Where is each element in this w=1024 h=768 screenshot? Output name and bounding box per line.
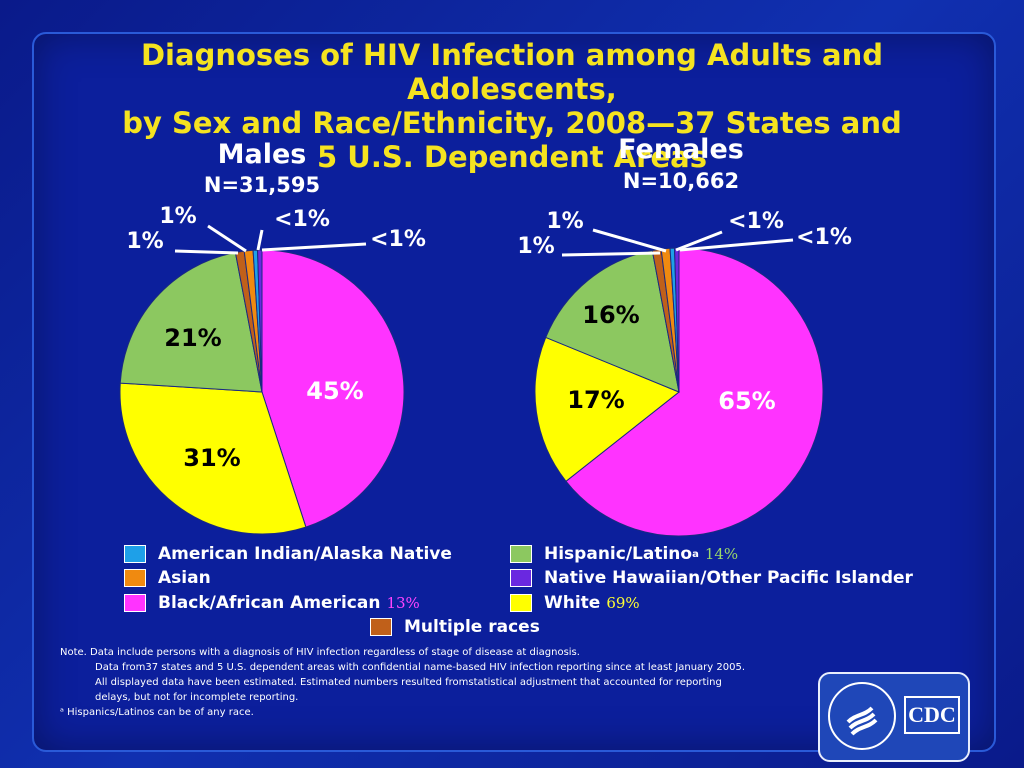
data-label: <1%	[274, 207, 330, 232]
pie-title: Males	[218, 139, 307, 170]
legend-item-american-indian: American Indian/Alaska Native	[124, 544, 452, 564]
legend-label: Black/African American	[158, 593, 381, 613]
legend-note: 14%	[704, 545, 739, 563]
legend-label: Multiple races	[404, 617, 540, 637]
leader-line	[174, 249, 239, 255]
legend-swatch	[370, 618, 392, 636]
data-label: 1%	[126, 229, 163, 254]
data-label: <1%	[728, 209, 784, 234]
legend-footnote-mark: a	[692, 548, 699, 560]
legend-item-nhopi: Native Hawaiian/Other Pacific Islander	[510, 568, 913, 588]
data-label: 1%	[517, 234, 554, 259]
data-label: 17%	[567, 386, 624, 414]
cdc-logo: CDC	[818, 672, 970, 762]
leader-line	[679, 238, 794, 252]
leader-line	[592, 228, 667, 253]
pie-slice-hispanic	[119, 251, 263, 393]
legend-swatch	[510, 594, 532, 612]
footnote: Note. Data include persons with a diagno…	[60, 645, 820, 720]
footnote-line: ᵃ Hispanics/Latinos can be of any race.	[60, 707, 254, 718]
pie-slice-black	[565, 247, 824, 537]
legend-label: Hispanic/Latino	[544, 544, 693, 564]
leader-line	[675, 230, 723, 252]
pie-slice-black	[261, 249, 405, 528]
legend-label: Native Hawaiian/Other Pacific Islander	[544, 568, 913, 588]
leader-line	[256, 229, 264, 251]
legend-label: White	[544, 593, 601, 613]
legend-swatch	[510, 545, 532, 563]
title-line-1: Diagnoses of HIV Infection among Adults …	[140, 38, 883, 106]
leader-line	[561, 251, 661, 257]
data-label: 31%	[183, 444, 240, 472]
leader-line	[207, 224, 247, 253]
data-label: 65%	[718, 387, 775, 415]
title-line-2: by Sex and Race/Ethnicity, 2008—37 State…	[122, 106, 902, 140]
legend-swatch	[510, 569, 532, 587]
pie-slice-white	[534, 336, 680, 482]
footnote-line: delays, but not for incomplete reporting…	[95, 692, 299, 703]
legend-note: 69%	[606, 594, 640, 612]
legend-swatch	[124, 569, 146, 587]
legend-label: American Indian/Alaska Native	[158, 544, 452, 564]
pie-slice-nhopi	[257, 249, 263, 393]
chart-title: Diagnoses of HIV Infection among Adults …	[40, 38, 984, 174]
data-label: <1%	[370, 227, 426, 252]
data-label: 45%	[306, 377, 363, 405]
legend-label: Asian	[158, 568, 211, 588]
legend-item-black: Black/African American 13%	[124, 593, 420, 613]
legend-item-asian: Asian	[124, 568, 211, 588]
footnote-line: Data from37 states and 5 U.S. dependent …	[95, 662, 746, 673]
legend-item-multiple: Multiple races	[370, 617, 540, 637]
pie-subtitle: N=31,595	[204, 173, 320, 197]
pie-title: Females	[618, 134, 744, 165]
legend-swatch	[124, 594, 146, 612]
pie-slice-white	[119, 382, 307, 535]
data-label: 21%	[164, 324, 221, 352]
hhs-seal-icon	[828, 682, 896, 750]
title-line-3: 5 U.S. Dependent Areas	[317, 140, 707, 174]
legend-swatch	[124, 545, 146, 563]
footnote-line: Note. Data include persons with a diagno…	[60, 647, 580, 658]
legend-note: 13%	[386, 594, 420, 612]
legend-item-hispanic: Hispanic/Latino a 14%	[510, 544, 738, 564]
cdc-wordmark: CDC	[904, 696, 960, 734]
legend-item-white: White 69%	[510, 593, 640, 613]
data-label: <1%	[796, 225, 852, 250]
leader-line	[261, 242, 367, 252]
data-label: 1%	[546, 209, 583, 234]
footnote-line: All displayed data have been estimated. …	[95, 677, 722, 688]
pie-subtitle: N=10,662	[623, 169, 739, 193]
data-label: 1%	[159, 204, 196, 229]
data-label: 16%	[582, 301, 639, 329]
